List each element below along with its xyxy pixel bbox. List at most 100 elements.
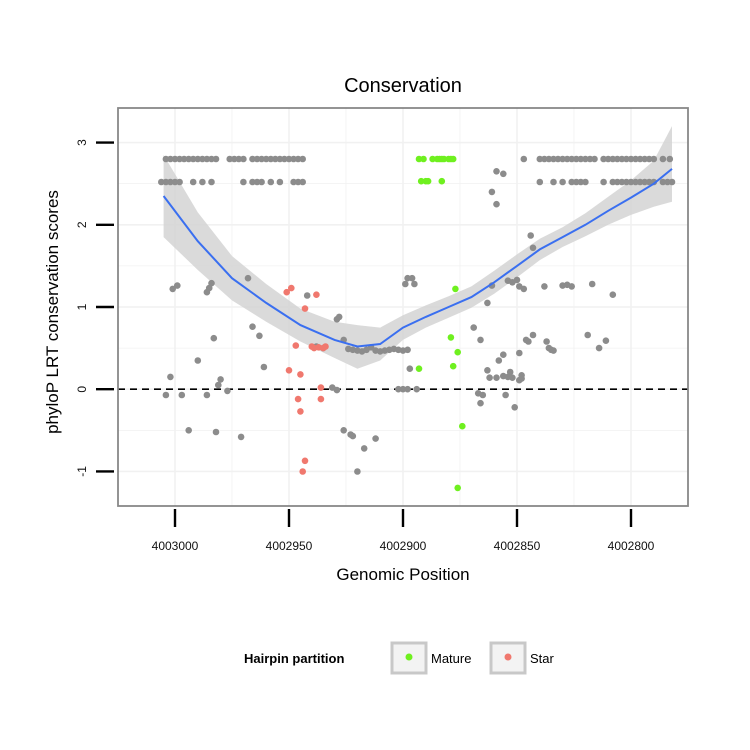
data-point-other — [340, 427, 348, 434]
plot-panel — [117, 107, 689, 507]
data-point-other — [249, 178, 256, 186]
data-point-other — [208, 279, 215, 287]
data-point-other — [199, 178, 206, 186]
data-point-other — [559, 155, 566, 163]
data-point-star — [292, 342, 300, 349]
y-axis: -1 0 1 2 3 — [75, 139, 114, 477]
data-point-other — [411, 280, 418, 288]
data-point-star — [301, 305, 309, 312]
data-point-other — [518, 372, 525, 379]
data-point-other — [235, 155, 243, 163]
data-point-star — [299, 468, 307, 475]
data-point-other — [402, 280, 409, 288]
data-point-other — [399, 385, 407, 393]
data-point-mature — [449, 362, 457, 370]
data-point-other — [406, 365, 414, 373]
data-point-other — [582, 178, 589, 186]
data-point-other — [262, 155, 270, 163]
data-point-other — [285, 155, 293, 163]
legend-key-box — [489, 641, 527, 675]
legend-item-mature: Mature — [390, 641, 471, 675]
data-point-other — [486, 374, 493, 382]
data-point-other — [167, 373, 174, 381]
x-tick-label: 4002950 — [266, 539, 313, 553]
y-axis-title: phyloP LRT conservation scores — [43, 190, 62, 434]
data-point-mature — [440, 155, 448, 163]
data-point-other — [602, 337, 610, 345]
data-point-other — [591, 155, 598, 163]
legend-item-star: Star — [489, 641, 555, 675]
data-point-other — [529, 331, 537, 339]
x-tick-label: 4002900 — [380, 539, 427, 553]
data-point-other — [493, 200, 500, 208]
data-point-other — [600, 178, 607, 186]
data-point-other — [529, 244, 537, 252]
data-point-other — [500, 351, 507, 359]
data-point-other — [511, 404, 518, 411]
data-point-other — [162, 391, 170, 399]
data-point-other — [484, 299, 491, 307]
data-point-other — [354, 468, 361, 475]
data-point-other — [249, 155, 256, 163]
data-point-other — [500, 170, 507, 178]
data-point-other — [477, 336, 484, 344]
data-point-other — [520, 155, 528, 163]
data-point-other — [335, 313, 343, 321]
y-tick-label: -1 — [75, 466, 89, 477]
data-point-other — [215, 381, 222, 389]
y-tick-label: 1 — [75, 303, 89, 310]
data-point-other — [167, 178, 174, 186]
data-point-other — [372, 435, 379, 442]
data-point-other — [281, 155, 288, 163]
data-point-other — [513, 276, 521, 284]
data-point-other — [237, 433, 245, 441]
data-point-other — [180, 155, 188, 163]
data-point-other — [627, 178, 635, 186]
data-point-other — [210, 334, 218, 342]
data-point-mature — [415, 365, 423, 373]
legend-key-dot — [405, 653, 413, 661]
data-point-other — [543, 338, 550, 345]
data-point-other — [174, 282, 181, 289]
data-point-other — [527, 232, 534, 239]
data-point-other — [349, 432, 357, 440]
loess-smooth-line — [162, 168, 673, 348]
data-point-star — [301, 457, 309, 465]
data-point-other — [176, 178, 183, 186]
data-point-other — [208, 178, 215, 186]
data-point-other — [614, 155, 621, 163]
data-point-other — [595, 344, 603, 352]
data-point-star — [288, 284, 295, 292]
data-point-other — [650, 155, 658, 163]
data-point-other — [495, 357, 503, 364]
data-point-other — [568, 283, 575, 290]
data-point-other — [614, 178, 621, 186]
data-point-other — [484, 367, 491, 374]
data-point-other — [516, 349, 523, 357]
data-point-other — [493, 168, 500, 175]
x-tick-label: 4002850 — [494, 539, 541, 553]
legend-label-mature: Mature — [431, 651, 471, 666]
y-tick-label: 0 — [75, 386, 89, 393]
data-point-other — [645, 155, 653, 163]
data-point-other — [185, 427, 192, 434]
data-point-other — [502, 391, 509, 399]
data-point-other — [189, 178, 197, 186]
data-point-other — [360, 445, 368, 452]
data-point-other — [525, 338, 532, 345]
data-point-other — [541, 283, 548, 290]
data-point-other — [167, 155, 174, 163]
data-point-other — [559, 178, 566, 186]
data-point-other — [582, 155, 589, 163]
data-point-other — [550, 178, 557, 186]
data-point-other — [303, 292, 311, 299]
data-point-star — [317, 384, 325, 391]
data-point-other — [240, 178, 247, 186]
data-point-other — [493, 374, 500, 382]
data-point-mature — [429, 155, 436, 163]
data-point-other — [333, 386, 341, 394]
data-point-other — [260, 363, 268, 371]
data-point-star — [317, 395, 325, 403]
data-point-mature — [459, 422, 466, 430]
data-point-other — [413, 385, 421, 393]
